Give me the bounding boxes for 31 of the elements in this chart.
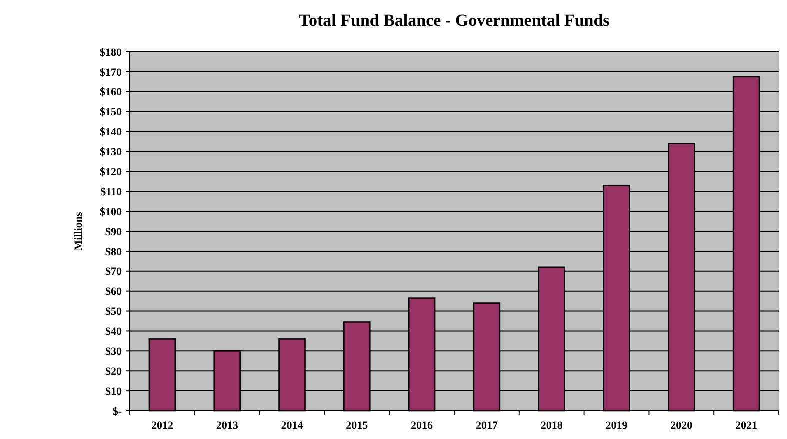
y-tick-label: $40 [106,326,122,338]
x-tick-label: 2020 [670,420,694,432]
y-axis-title: Millions [73,212,85,251]
y-tick-label: $50 [106,306,122,318]
x-tick-label: 2019 [606,420,628,432]
y-tick-label: $170 [100,66,122,79]
x-tick-label: 2012 [151,420,174,432]
x-tick-label: 2017 [476,420,498,432]
y-tick-label: $60 [106,286,122,298]
y-tick-label: $100 [100,206,122,218]
x-tick-label: 2014 [281,420,304,432]
y-tick-label: $180 [100,46,122,59]
y-tick-label: $90 [106,226,122,238]
chart-title: Total Fund Balance - Governmental Funds [299,11,610,30]
y-tick-label: $160 [100,86,122,99]
y-tick-label: $110 [100,186,122,198]
x-tick-label: 2013 [216,420,239,432]
y-tick-label: $30 [106,346,122,358]
y-tick-label: $130 [100,146,122,159]
x-tick-label: 2016 [411,420,434,432]
y-tick-label: $150 [100,106,122,119]
y-tick-label: $70 [106,266,122,278]
y-tick-label: $120 [100,166,122,179]
y-tick-label: $10 [106,386,122,398]
y-tick-label: $20 [106,366,122,378]
y-tick-label: $- [112,406,122,418]
y-tick-label: $140 [100,126,122,139]
y-tick-label: $80 [106,246,122,258]
x-tick-label: 2021 [736,420,758,432]
x-tick-label: 2015 [346,420,369,432]
x-tick-label: 2018 [540,420,564,432]
